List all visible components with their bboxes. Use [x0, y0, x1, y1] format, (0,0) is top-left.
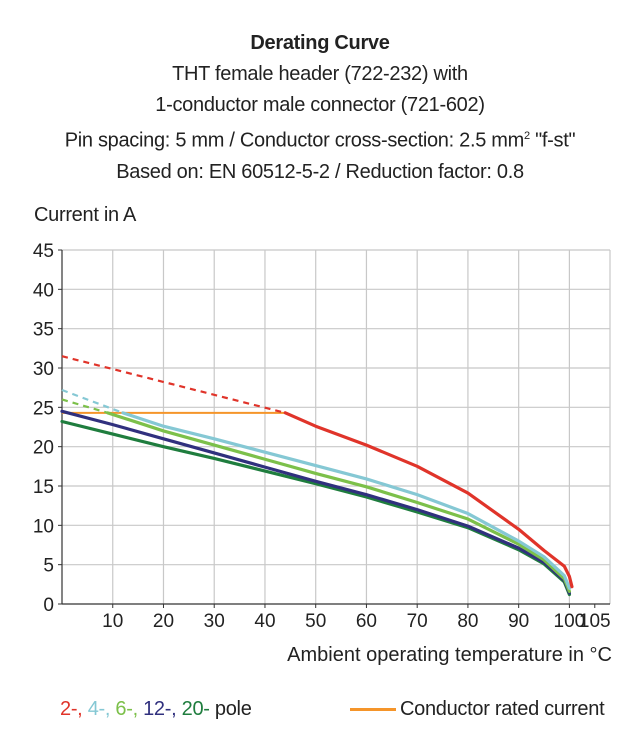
chart-subtitle-2: 1-conductor male connector (721-602): [155, 94, 485, 116]
x-tick-label: 100: [554, 611, 586, 632]
y-axis-label: Current in A: [34, 204, 137, 226]
rated-current-swatch: [350, 708, 396, 711]
subtitle-3-superscript: 2: [524, 130, 530, 142]
pole-legend-item-2: 6-,: [115, 698, 144, 720]
y-tick-label: 10: [33, 516, 54, 537]
pole-legend-item-1: 4-,: [87, 698, 116, 720]
series-2--line: [283, 411, 574, 589]
x-tick-label: 20: [153, 611, 174, 632]
series-12--line: [60, 409, 572, 595]
series-2--dashed: [61, 355, 286, 414]
x-tick-label: 80: [457, 611, 478, 632]
series-4--dashed: [61, 388, 124, 414]
chart-title: Derating Curve: [250, 32, 390, 54]
y-tick-label: 40: [33, 280, 54, 301]
y-tick-label: 20: [33, 438, 54, 459]
chart-subtitle-3: Pin spacing: 5 mm / Conductor cross-sect…: [0, 121, 640, 157]
y-tick-label: 0: [43, 595, 54, 616]
x-tick-label: 90: [508, 611, 529, 632]
series-4--line: [121, 411, 572, 590]
pole-legend: 2-, 4-, 6-, 12-, 20- pole: [60, 698, 252, 721]
chart-titles: Derating Curve THT female header (722-23…: [0, 28, 640, 188]
pole-legend-items: 2-, 4-, 6-, 12-, 20-: [60, 698, 215, 720]
series-6--dashed: [61, 398, 108, 414]
pole-legend-item-0: 2-,: [60, 698, 88, 720]
subtitle-3-suffix: "f-st": [529, 129, 576, 152]
chart-subtitle-4: Based on: EN 60512-5-2 / Reduction facto…: [116, 160, 524, 183]
y-tick-label: 35: [33, 320, 54, 341]
x-tick-label: 70: [407, 611, 428, 632]
x-tick-label: 40: [254, 611, 275, 632]
rated-current-label: Conductor rated current: [400, 698, 605, 720]
y-tick-label: 25: [33, 398, 54, 419]
x-tick-label: 50: [305, 611, 326, 632]
x-tick-label: 30: [204, 611, 225, 632]
pole-legend-item-4: 20-: [181, 698, 215, 720]
derating-chart: 0 5 10 15 20 25 30 35 40 45 10 20 30 40 50 60 70 80 90 1001…: [33, 241, 612, 666]
chart-subtitle-1: THT female header (722-232) with: [172, 63, 468, 85]
y-tick-label: 30: [33, 359, 54, 380]
rated-current-legend: Conductor rated current: [350, 698, 605, 721]
y-tick-label: 5: [43, 556, 54, 577]
x-axis-label: Ambient operating temperature in °C: [287, 644, 612, 666]
y-tick-label: 15: [33, 477, 54, 498]
x-tick-label: 60: [356, 611, 377, 632]
series-6--line: [106, 411, 572, 594]
x-tick-label: 10: [102, 611, 123, 632]
subtitle-3-text: Pin spacing: 5 mm / Conductor cross-sect…: [64, 129, 525, 152]
y-tick-label: 45: [33, 241, 54, 262]
x-tick-label: 105: [579, 611, 611, 632]
pole-legend-item-3: 12-,: [143, 698, 182, 720]
pole-legend-suffix: pole: [214, 698, 252, 720]
